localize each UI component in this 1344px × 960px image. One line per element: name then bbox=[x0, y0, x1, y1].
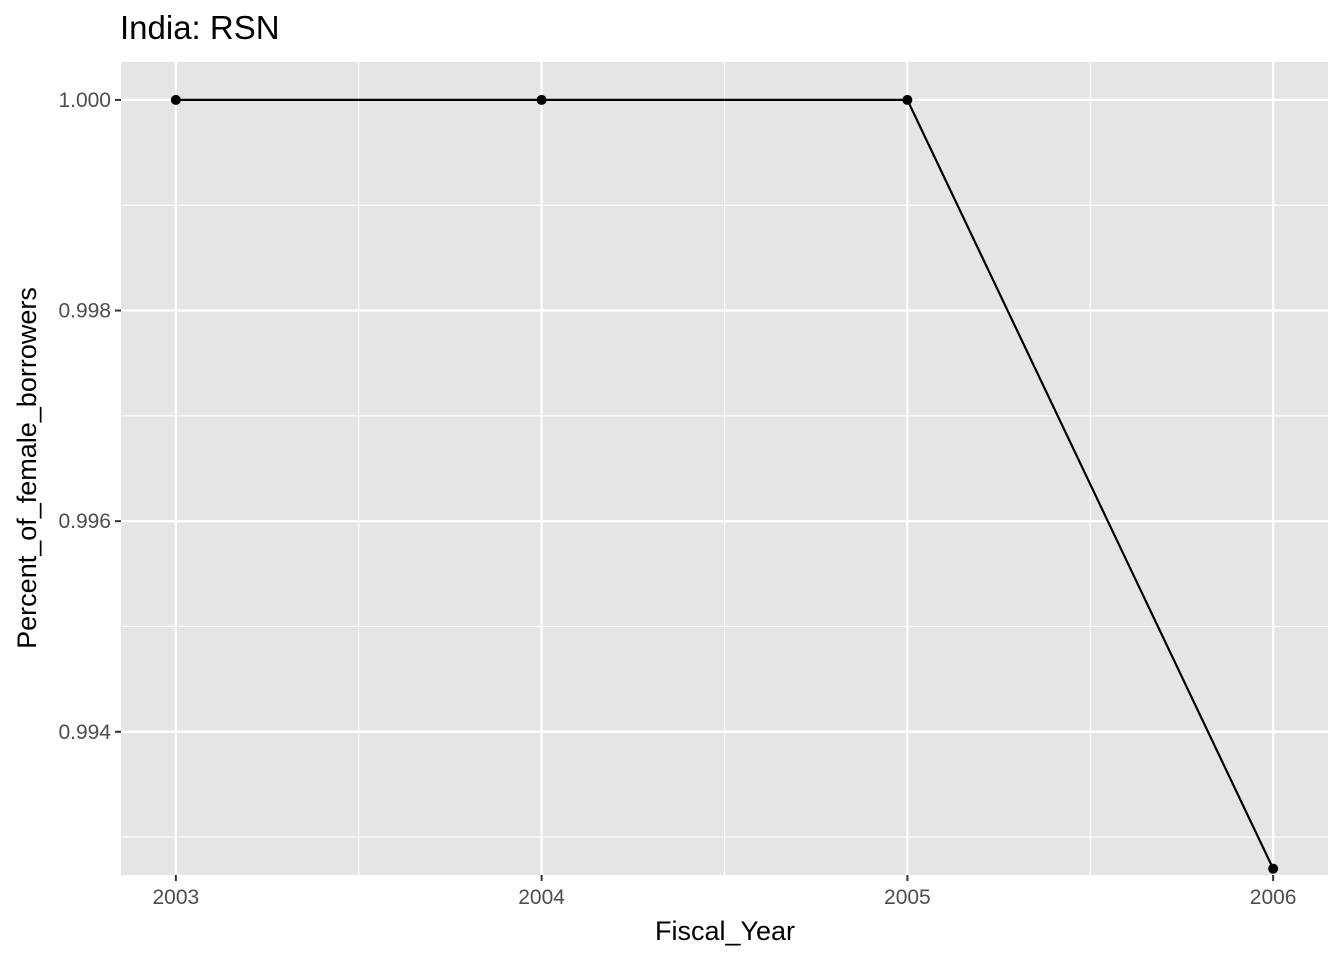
x-tick-label: 2005 bbox=[884, 886, 931, 909]
series-line bbox=[175, 98, 1275, 870]
y-tick-label: 0.998 bbox=[58, 300, 111, 323]
x-tick-label: 2003 bbox=[153, 886, 200, 909]
data-point bbox=[536, 94, 547, 105]
chart-title: India: RSN bbox=[120, 9, 280, 46]
data-point bbox=[1268, 863, 1279, 874]
x-tick-label: 2006 bbox=[1250, 886, 1297, 909]
y-axis-title: Percent_of_female_borrowers bbox=[12, 287, 42, 649]
minor-gridlines bbox=[121, 62, 1328, 875]
y-axis: 0.994 0.996 0.998 1.000 bbox=[58, 89, 121, 744]
y-tick-label: 0.994 bbox=[58, 721, 111, 744]
series-layer bbox=[170, 94, 1279, 874]
x-axis: 2003 2004 2005 2006 bbox=[153, 875, 1297, 909]
y-tick-label: 1.000 bbox=[58, 89, 111, 112]
data-point bbox=[170, 94, 181, 105]
x-tick-label: 2004 bbox=[518, 886, 565, 909]
x-axis-title: Fiscal_Year bbox=[655, 916, 795, 946]
data-point bbox=[902, 94, 913, 105]
y-tick-label: 0.996 bbox=[58, 510, 111, 533]
